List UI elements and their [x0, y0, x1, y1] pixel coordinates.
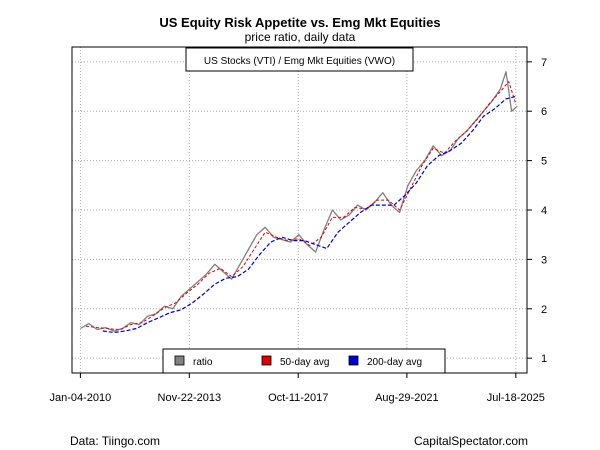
y-tick-label: 5 — [541, 156, 547, 168]
y-tick-label: 7 — [541, 57, 547, 69]
y-tick-label: 4 — [541, 205, 547, 217]
legend-label-ratio: ratio — [193, 357, 213, 368]
annotation-frame — [185, 47, 414, 72]
series-line-50day — [85, 81, 517, 331]
legend-label-200day: 200-day avg — [367, 357, 422, 368]
legend-swatch-ratio — [174, 355, 185, 366]
grid-layer — [72, 47, 527, 373]
annotation-box: US Stocks (VTI) / Emg Mkt Equities (VWO) — [185, 47, 414, 72]
axis-layer: 1 2 3 4 5 6 7 Jan-04-2010 Nov-22-2013 Oct-11-2017… — [50, 57, 548, 404]
x-tick-label: Oct-11-2017 — [268, 392, 328, 404]
x-tick-label: Jan-04-2010 — [50, 392, 112, 404]
series-layer — [80, 71, 518, 334]
footer-source: Data: Tiingo.com — [70, 434, 161, 448]
y-tick-label: 1 — [541, 353, 547, 365]
legend-label-50day: 50-day avg — [280, 357, 329, 368]
legend: ratio 50-day avg 200-day avg — [162, 348, 446, 374]
x-tick-label: Nov-22-2013 — [158, 392, 222, 404]
chart-title: US Equity Risk Appetite vs. Emg Mkt Equi… — [159, 15, 441, 30]
series-line-200day — [102, 95, 516, 334]
y-tick-label: 6 — [541, 106, 547, 118]
y-tick-label: 3 — [541, 254, 547, 266]
x-tick-label: Jul-18-2025 — [487, 392, 545, 404]
legend-frame — [162, 348, 446, 374]
chart-subtitle: price ratio, daily data — [244, 30, 356, 44]
x-tick-label: Aug-29-2021 — [375, 392, 439, 404]
series-line-ratio — [80, 71, 518, 332]
legend-swatch-200day — [348, 355, 359, 366]
annotation-text: US Stocks (VTI) / Emg Mkt Equities (VWO) — [204, 56, 395, 67]
y-tick-label: 2 — [541, 304, 547, 316]
footer-site: CapitalSpectator.com — [413, 434, 528, 448]
legend-swatch-50day — [261, 355, 272, 366]
